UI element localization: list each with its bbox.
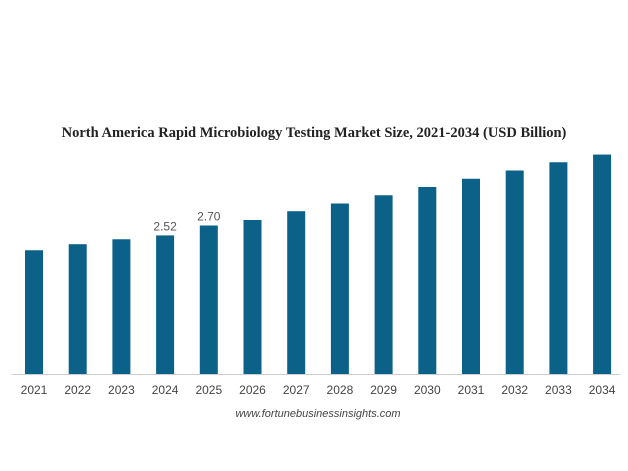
x-tick-label: 2027 [283, 383, 310, 397]
bar-2034 [593, 154, 612, 374]
x-tick-label: 2032 [501, 383, 528, 397]
data-label: 2.52 [153, 219, 177, 233]
data-label: 2.70 [197, 210, 221, 224]
bar-2029 [374, 195, 393, 374]
x-tick-label: 2031 [458, 383, 485, 397]
bar-2028 [330, 203, 349, 374]
x-tick-label: 2023 [108, 383, 135, 397]
bar-2023 [112, 239, 131, 374]
bar-2027 [287, 211, 306, 374]
x-tick-label: 2029 [370, 383, 397, 397]
bar-2024 [156, 235, 175, 374]
x-tick-label: 2034 [589, 383, 616, 397]
bar-2021 [25, 250, 43, 374]
x-tick-label: 2026 [239, 383, 266, 397]
bar-2030 [418, 187, 437, 374]
bar-2031 [462, 178, 480, 374]
chart-title: North America Rapid Microbiology Testing… [62, 125, 567, 141]
x-tick-label: 2033 [545, 383, 572, 397]
x-tick-label: 2028 [327, 383, 354, 397]
bar-2026 [243, 220, 262, 374]
bar-2032 [505, 170, 524, 374]
bar-2022 [68, 244, 87, 374]
x-tick-label: 2024 [152, 383, 179, 397]
x-tick-label: 2030 [414, 383, 441, 397]
x-tick-label: 2021 [21, 383, 48, 397]
source-text: www.fortunebusinessinsights.com [235, 408, 400, 420]
bar-2033 [549, 162, 568, 374]
bar-2025 [199, 225, 218, 374]
x-tick-label: 2025 [195, 383, 222, 397]
x-tick-label: 2022 [64, 383, 91, 397]
